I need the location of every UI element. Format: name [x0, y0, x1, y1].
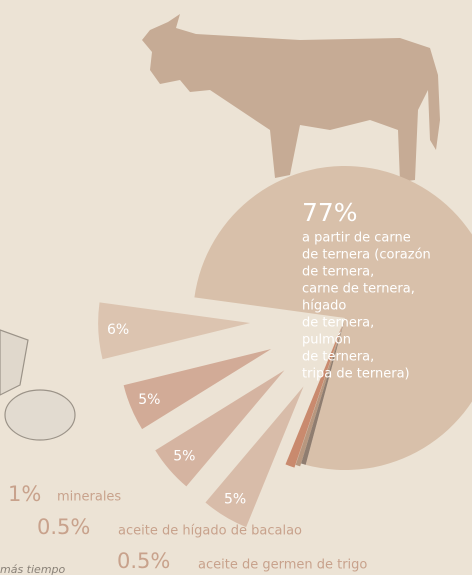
description-line: tripa de ternera) — [302, 367, 410, 382]
category-label: aceite de germen de trigo — [198, 558, 367, 573]
pie-slice — [301, 318, 345, 465]
main-value-label: 77% — [302, 198, 358, 227]
value-label: 6% — [107, 322, 129, 338]
pie-slice — [205, 386, 304, 528]
description-line: de ternera, — [302, 350, 374, 365]
value-label: 5% — [138, 392, 160, 408]
pie-slice — [155, 370, 285, 487]
description-line: de ternera, — [302, 316, 374, 331]
value-label: 0.5% — [37, 515, 90, 539]
value-label: 0.5% — [117, 549, 170, 573]
pie-slice — [98, 302, 251, 360]
value-label: 5% — [224, 492, 246, 508]
description-line: pulmón — [302, 333, 351, 348]
description-line: a partir de carne — [302, 231, 411, 246]
carrot-icon — [0, 329, 29, 396]
potato-icon — [4, 389, 76, 441]
pie-slice — [295, 320, 345, 467]
category-label: minerales — [57, 490, 121, 505]
value-label: 5% — [173, 449, 195, 465]
description-line: de ternera (corazón — [302, 248, 431, 263]
value-label: 1% — [8, 482, 41, 506]
pie-slice — [285, 323, 343, 468]
pie-slice — [123, 349, 272, 430]
description-line: carne de ternera, — [302, 282, 415, 297]
note: más tiempo — [0, 563, 66, 575]
pie-slice — [194, 166, 472, 470]
description-line: hígado — [302, 299, 346, 314]
cow-icon — [142, 14, 440, 182]
description-line: de ternera, — [302, 265, 374, 280]
category-label: aceite de hígado de bacalao — [118, 524, 302, 539]
